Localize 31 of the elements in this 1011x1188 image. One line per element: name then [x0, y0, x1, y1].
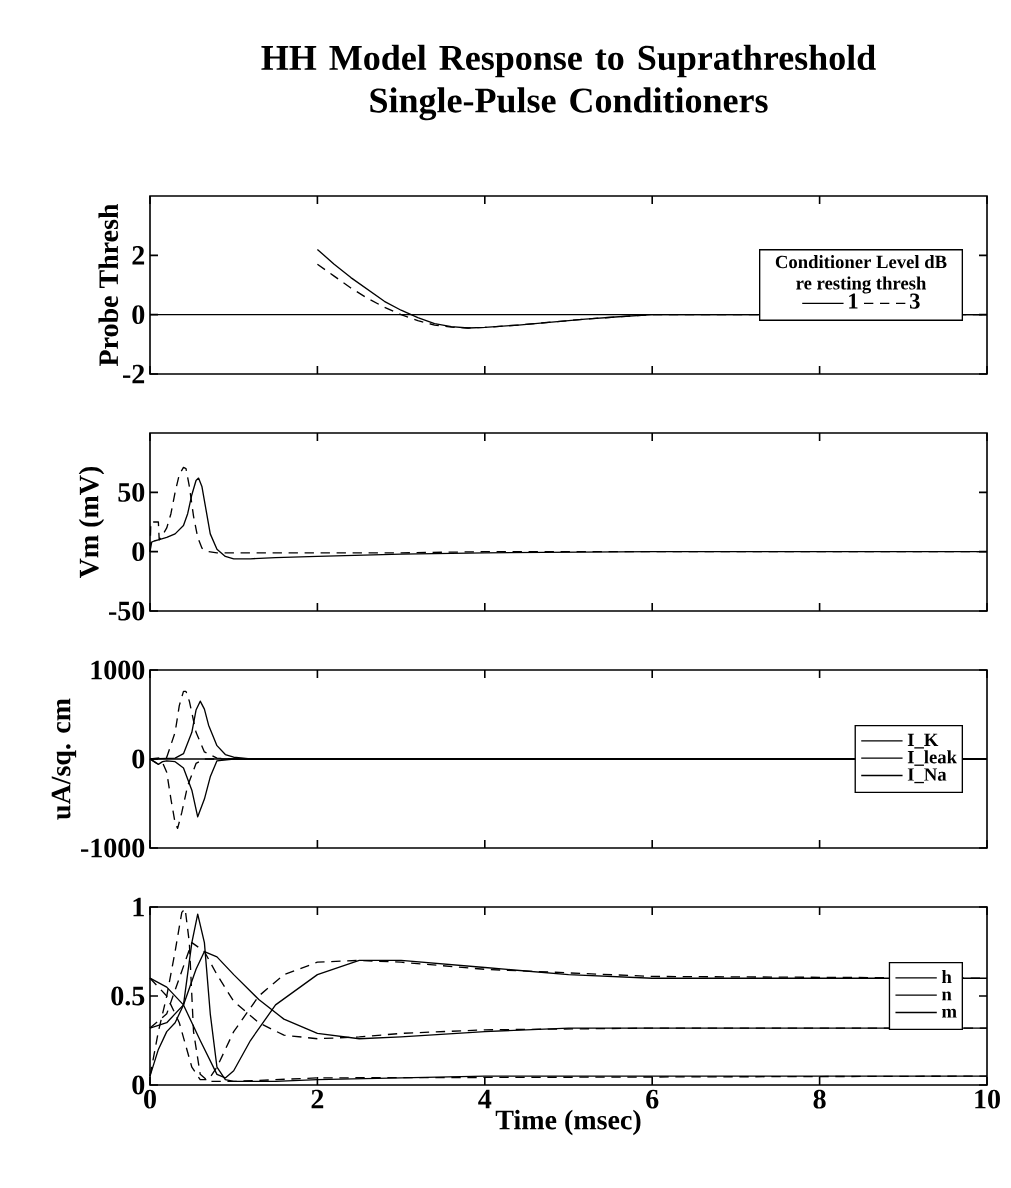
y-tick-label: -50 — [108, 601, 145, 621]
x-tick-label: 6 — [646, 1089, 659, 1109]
y-tick-label: -1000 — [80, 838, 145, 858]
y-tick-label: 0.5 — [111, 986, 145, 1006]
legend-title: Conditioner Level dB re resting thresh — [775, 255, 947, 294]
y-tick-label: 1000 — [91, 660, 145, 680]
y-tick-label: 0 — [132, 749, 145, 769]
y-tick-label: 0 — [132, 1075, 145, 1095]
y-tick-label: 1 — [133, 897, 144, 917]
legend-label: 3 — [909, 293, 920, 309]
y-tick-label: -2 — [122, 364, 145, 384]
y-tick-label: 0 — [132, 542, 145, 562]
y-tick-label: 50 — [118, 482, 145, 502]
y-axis-title: Vm (mV) — [78, 466, 105, 579]
y-tick-label: 0 — [132, 305, 145, 325]
y-tick-label: 2 — [132, 246, 145, 265]
legend-label: I_K — [907, 733, 939, 749]
legend-label: 1 — [849, 293, 858, 309]
legend-label: n — [941, 991, 952, 1001]
legend-label: h — [941, 969, 952, 983]
x-tick-label: 8 — [813, 1089, 826, 1109]
x-tick-label: 2 — [311, 1089, 324, 1109]
y-axis-title: uA/sq. cm — [51, 698, 77, 820]
y-axis-title: Probe Thresh — [98, 203, 119, 367]
legend-label: I_Na — [907, 768, 947, 784]
chart-title: HH Model Response to Suprathreshold Single-Pulse Conditioners — [261, 44, 876, 121]
x-axis-title: Time (msec) — [495, 1109, 641, 1136]
legend-label: m — [941, 1008, 957, 1018]
x-tick-label: 10 — [975, 1089, 1000, 1109]
legend-label: I_leak — [907, 750, 957, 766]
x-tick-label: 4 — [478, 1089, 492, 1109]
